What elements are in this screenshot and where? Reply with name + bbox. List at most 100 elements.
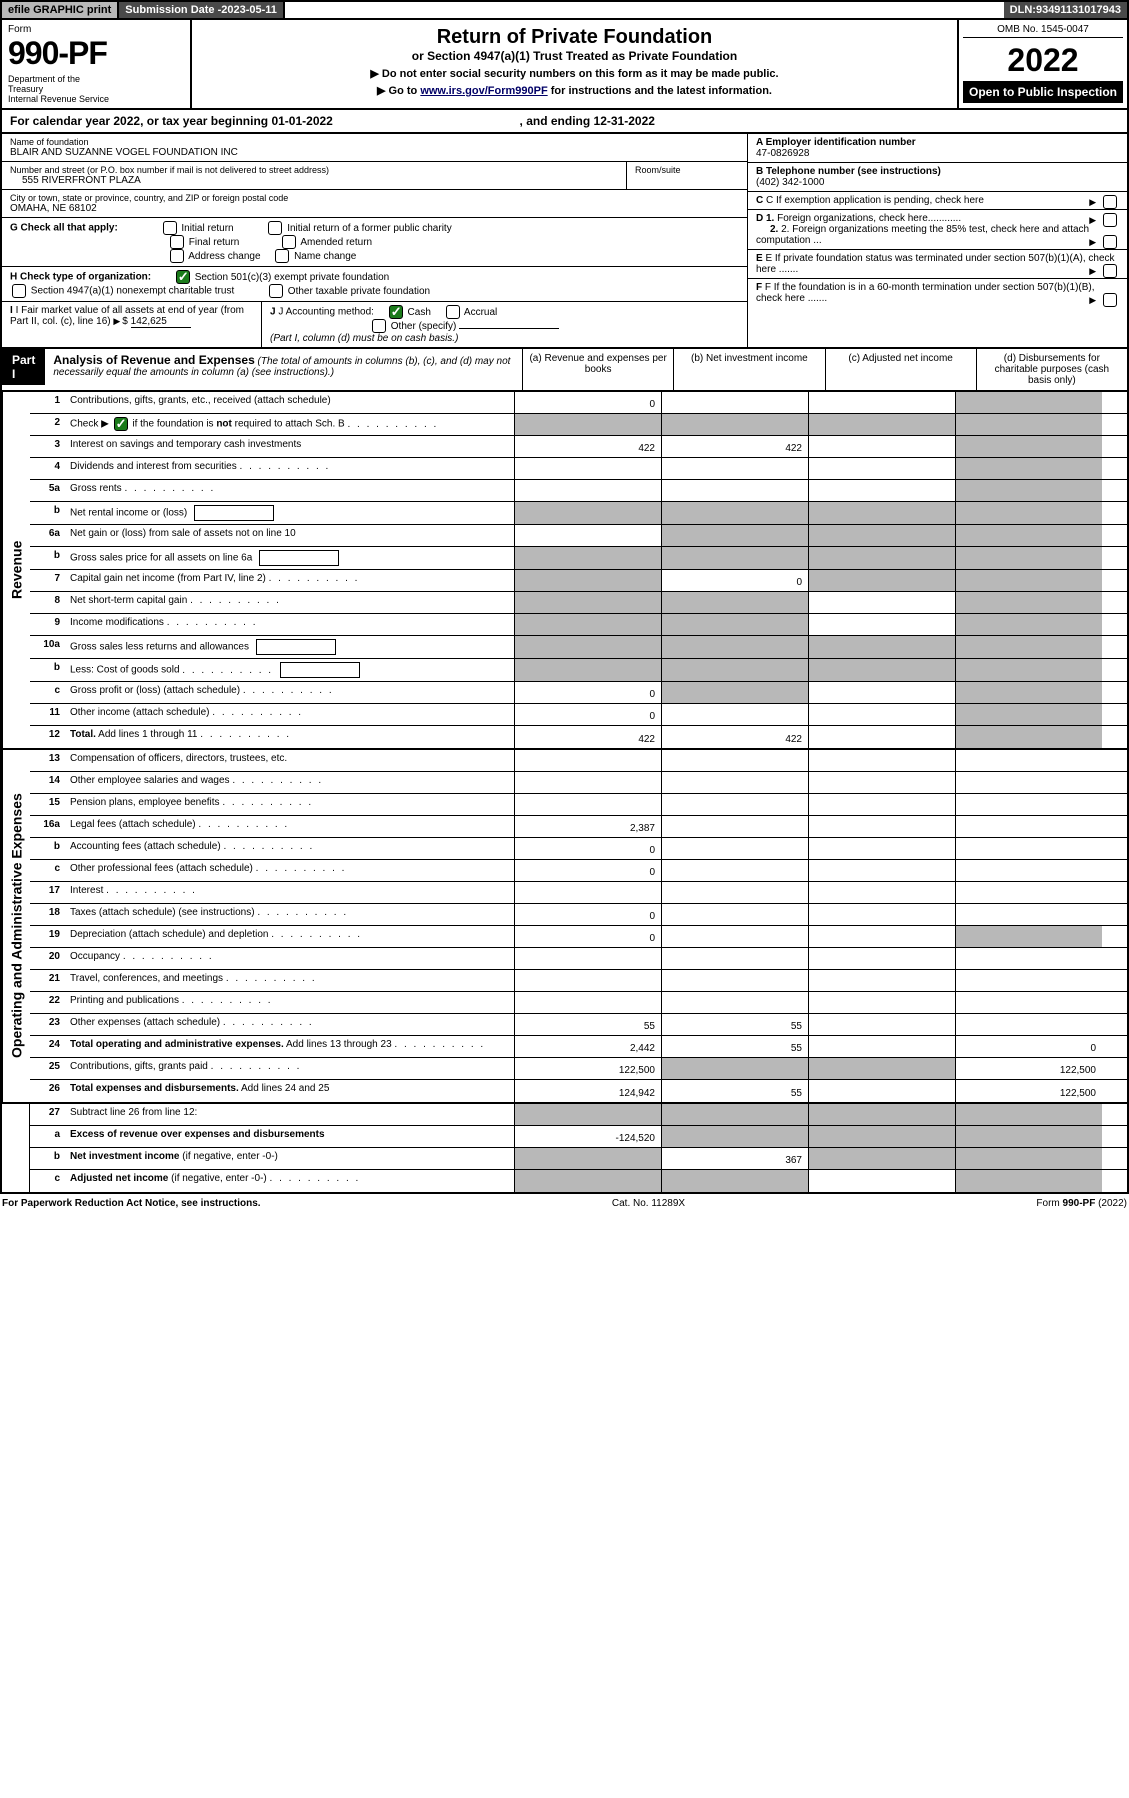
cell-b [661,414,808,435]
cell-c [808,682,955,703]
header-right: OMB No. 1545-0047 2022 Open to Public In… [957,20,1127,108]
initial-return-checkbox[interactable] [163,221,177,235]
row-label: Depreciation (attach schedule) and deple… [66,926,514,947]
table-row: 3 Interest on savings and temporary cash… [30,436,1127,458]
cell-b [661,1126,808,1147]
accrual-checkbox[interactable] [446,305,460,319]
row-num: 3 [30,436,66,457]
cell-c [808,882,955,903]
efile-print-button[interactable]: efile GRAPHIC print [2,2,119,18]
row-label: Total expenses and disbursements. Add li… [66,1080,514,1102]
city-value: OMAHA, NE 68102 [10,203,739,214]
addr-label: Number and street (or P.O. box number if… [10,165,618,175]
e-checkbox[interactable] [1103,264,1117,278]
irs-link[interactable]: www.irs.gov/Form990PF [420,85,547,97]
cal-mid: , and ending [520,114,594,128]
c-checkbox[interactable] [1103,195,1117,209]
table-row: 10a Gross sales less returns and allowan… [30,636,1127,659]
row-label: Taxes (attach schedule) (see instruction… [66,904,514,925]
4947-checkbox[interactable] [12,284,26,298]
cell-d [955,614,1102,635]
j-other: Other (specify) [391,321,457,332]
cell-d: 122,500 [955,1080,1102,1102]
revenue-table: Revenue 1 Contributions, gifts, grants, … [0,392,1129,750]
row-num: 16a [30,816,66,837]
table-row: 27 Subtract line 26 from line 12: [30,1104,1127,1126]
header-mid: Return of Private Foundation or Section … [192,20,957,108]
cell-d [955,948,1102,969]
cell-c [808,1036,955,1057]
d1-checkbox[interactable] [1103,213,1117,227]
name-change-checkbox[interactable] [275,249,289,263]
cell-c [808,392,955,413]
expenses-table: Operating and Administrative Expenses 13… [0,750,1129,1104]
dln: DLN: 93491131017943 [1004,2,1127,18]
cell-a [514,948,661,969]
f-checkbox[interactable] [1103,293,1117,307]
cell-d [955,1126,1102,1147]
cell-a [514,1170,661,1192]
info-right: A Employer identification number 47-0826… [747,134,1127,347]
cell-d [955,838,1102,859]
cell-a [514,659,661,681]
row-label: Gross rents [66,480,514,501]
table-row: b Less: Cost of goods sold [30,659,1127,682]
i-cell: I I Fair market value of all assets at e… [2,302,262,347]
col-b-header: (b) Net investment income [673,349,824,390]
city-cell: City or town, state or province, country… [2,190,747,218]
table-row: b Accounting fees (attach schedule) 0 [30,838,1127,860]
schb-checkbox[interactable] [114,417,128,431]
j-note: (Part I, column (d) must be on cash basi… [270,333,458,344]
amended-return-checkbox[interactable] [282,235,296,249]
cell-a: 0 [514,926,661,947]
initial-public-checkbox[interactable] [268,221,282,235]
cash-checkbox[interactable] [389,305,403,319]
cell-c [808,636,955,658]
row-num: 23 [30,1014,66,1035]
table-row: 15 Pension plans, employee benefits [30,794,1127,816]
row-num: 2 [30,414,66,435]
address-change-checkbox[interactable] [170,249,184,263]
table-row: 26 Total expenses and disbursements. Add… [30,1080,1127,1102]
other-taxable-checkbox[interactable] [269,284,283,298]
footer-left: For Paperwork Reduction Act Notice, see … [2,1198,261,1209]
cell-a [514,414,661,435]
cell-c [808,458,955,479]
row-num: b [30,838,66,859]
row-num: 8 [30,592,66,613]
d2-checkbox[interactable] [1103,235,1117,249]
form-header: Form 990-PF Department of theTreasuryInt… [0,20,1129,110]
row-num: 25 [30,1058,66,1079]
final-return-checkbox[interactable] [170,235,184,249]
cell-b: 55 [661,1036,808,1057]
b-label: B Telephone number (see instructions) [756,166,941,177]
other-method-checkbox[interactable] [372,319,386,333]
form-number: 990-PF [8,35,184,72]
subdate-label: Submission Date - [125,4,221,16]
table-row: 5a Gross rents [30,480,1127,502]
cell-a [514,750,661,771]
row-label: Capital gain net income (from Part IV, l… [66,570,514,591]
501c3-checkbox[interactable] [176,270,190,284]
cell-b [661,1104,808,1125]
cell-b [661,860,808,881]
cell-b [661,750,808,771]
cell-b [661,592,808,613]
table-row: b Net investment income (if negative, en… [30,1148,1127,1170]
cell-c [808,948,955,969]
cell-c [808,1148,955,1169]
cell-c [808,414,955,435]
row-num: 19 [30,926,66,947]
cell-b [661,926,808,947]
row-label: Interest [66,882,514,903]
cell-a [514,772,661,793]
row-label: Net gain or (loss) from sale of assets n… [66,525,514,546]
city-label: City or town, state or province, country… [10,193,739,203]
cell-c [808,992,955,1013]
row-label: Printing and publications [66,992,514,1013]
addr-value: 555 RIVERFRONT PLAZA [10,175,618,186]
cell-b: 55 [661,1014,808,1035]
cell-c [808,816,955,837]
table-row: 6a Net gain or (loss) from sale of asset… [30,525,1127,547]
phone-value: (402) 342-1000 [756,177,824,188]
